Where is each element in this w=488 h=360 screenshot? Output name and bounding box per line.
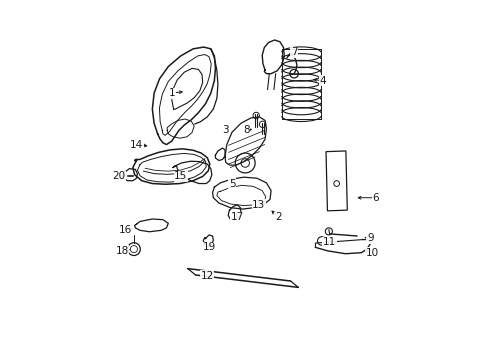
- Circle shape: [252, 112, 259, 119]
- Text: 2: 2: [274, 212, 281, 222]
- Text: 20: 20: [112, 171, 125, 181]
- Text: 14: 14: [129, 140, 142, 149]
- Text: 10: 10: [365, 248, 378, 258]
- Text: 11: 11: [322, 237, 336, 247]
- Text: 4: 4: [319, 76, 325, 86]
- Text: 16: 16: [119, 225, 132, 235]
- Text: 9: 9: [366, 234, 373, 243]
- Polygon shape: [325, 151, 346, 211]
- Text: 17: 17: [230, 212, 244, 222]
- Text: 15: 15: [174, 171, 187, 181]
- Text: 18: 18: [115, 246, 128, 256]
- Text: 6: 6: [371, 193, 378, 203]
- Text: 5: 5: [228, 179, 235, 189]
- Text: 13: 13: [251, 200, 265, 210]
- Text: 7: 7: [290, 48, 297, 57]
- Text: 3: 3: [221, 125, 228, 135]
- Text: 12: 12: [200, 271, 213, 281]
- Circle shape: [259, 121, 265, 127]
- Text: 8: 8: [243, 125, 249, 135]
- Text: 19: 19: [202, 242, 215, 252]
- Text: 1: 1: [168, 88, 175, 98]
